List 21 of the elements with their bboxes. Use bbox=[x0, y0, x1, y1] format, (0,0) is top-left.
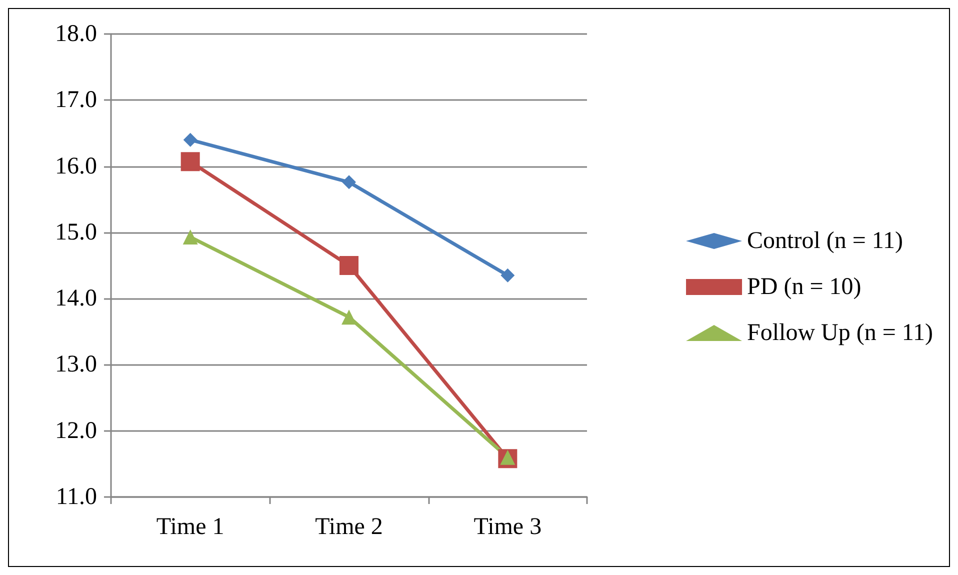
point bbox=[500, 268, 515, 282]
point bbox=[180, 152, 200, 172]
point bbox=[183, 132, 198, 147]
legend-label: Control (n = 11) bbox=[747, 228, 903, 254]
x-tick-label: Time 1 bbox=[156, 514, 224, 540]
y-tick-label: 17.0 bbox=[55, 87, 97, 114]
y-tick-label: 14.0 bbox=[55, 286, 97, 312]
point bbox=[342, 175, 356, 190]
x-tick-label: Time 2 bbox=[315, 514, 383, 540]
x-tick-label: Time 3 bbox=[474, 514, 542, 540]
point bbox=[182, 230, 198, 245]
y-tick-label: 18.0 bbox=[55, 21, 97, 47]
y-tick-label: 13.0 bbox=[55, 352, 97, 378]
point bbox=[342, 310, 356, 325]
legend-label: Follow Up (n = 11) bbox=[747, 320, 934, 346]
y-tick-label: 11.0 bbox=[56, 484, 97, 510]
legend-label: PD (n = 10) bbox=[747, 274, 862, 300]
y-tick-label: 12.0 bbox=[55, 418, 97, 444]
y-tick-label: 15.0 bbox=[55, 219, 97, 246]
point bbox=[340, 256, 358, 275]
y-tick-label: 16.0 bbox=[55, 153, 97, 180]
